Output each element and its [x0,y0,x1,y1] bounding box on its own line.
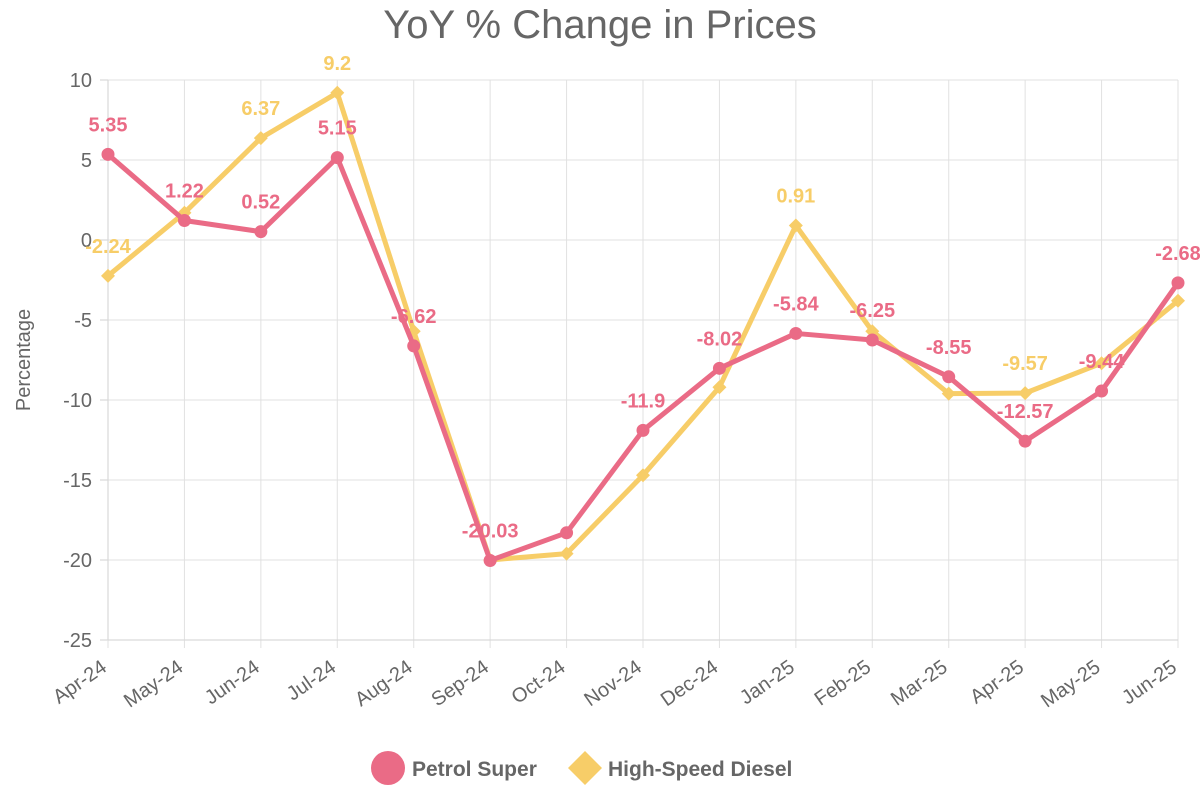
series-high-speed-diesel [101,85,1185,567]
data-point-high-speed-diesel [253,131,268,146]
y-tick-label: 5 [81,150,92,172]
data-point-high-speed-diesel [788,218,803,233]
data-label-petrol-super: -8.55 [926,337,972,359]
y-axis-title: Percentage [13,309,35,411]
legend-label-petrol-super: Petrol Super [412,758,537,781]
y-tick-label: 10 [70,70,92,92]
data-label-petrol-super: -11.9 [621,390,665,412]
x-tick-label: Jul-24 [283,656,340,705]
x-tick-label: Apr-24 [49,656,111,708]
y-tick-labels: -25 -20 -15 -10 -5 0 5 10 [63,70,92,652]
data-label-petrol-super: 5.15 [318,118,357,140]
data-label-petrol-super: -20.03 [462,520,519,542]
legend-label-high-speed-diesel: High-Speed Diesel [608,758,792,781]
x-tick-label: Jun-25 [1118,656,1181,709]
data-label-petrol-super: -9.44 [1079,351,1125,373]
x-tick-label: Mar-25 [887,656,952,710]
data-label-petrol-super: -8.02 [697,328,743,350]
data-point-petrol-super [1095,384,1109,398]
x-tick-label: May-25 [1037,656,1104,712]
x-tick-label: Aug-24 [351,656,416,711]
data-point-high-speed-diesel [101,268,115,283]
data-point-petrol-super [712,361,726,375]
data-point-petrol-super [483,553,497,567]
y-tick-label: 0 [81,230,92,252]
legend-marker-high-speed-diesel [568,751,602,785]
data-label-petrol-super: -12.57 [997,401,1054,423]
legend: Petrol Super High-Speed Diesel [371,751,792,785]
data-point-high-speed-diesel [1018,386,1033,401]
data-point-high-speed-diesel [559,546,574,561]
x-tick-label: Dec-24 [657,656,722,711]
data-point-petrol-super [942,370,956,384]
x-tick-label: Sep-24 [428,656,493,711]
legend-item-petrol-super[interactable]: Petrol Super [371,751,537,785]
data-labels: -2.24 6.37 9.2 0.91 -9.57 5.35 1.22 0.52 5.15 -6.… [85,53,1200,543]
data-point-petrol-super [560,526,574,540]
data-label-high-speed-diesel: 0.91 [776,185,815,207]
legend-marker-petrol-super [371,751,405,785]
x-tick-label: Jan-25 [736,656,799,709]
data-point-petrol-super [177,213,191,227]
legend-item-high-speed-diesel[interactable]: High-Speed Diesel [568,751,792,785]
y-tick-label: -10 [63,390,92,412]
data-point-petrol-super [865,333,879,347]
y-tick-label: -15 [63,470,92,492]
y-tick-label: -25 [63,630,92,652]
x-tick-label: Jun-24 [201,656,264,709]
data-point-petrol-super [101,147,115,161]
data-point-petrol-super [636,423,650,437]
y-tick-label: -5 [74,310,92,332]
data-point-petrol-super [1018,434,1032,448]
data-point-high-speed-diesel [330,85,345,100]
data-label-petrol-super: 1.22 [165,180,204,202]
data-point-petrol-super [407,339,421,353]
data-label-petrol-super: -2.68 [1155,243,1200,265]
x-tick-label: Oct-24 [508,656,570,708]
data-point-high-speed-diesel [941,386,956,401]
data-point-high-speed-diesel [636,468,650,483]
chart-title: YoY % Change in Prices [383,3,817,47]
data-point-high-speed-diesel [712,380,727,395]
series-petrol-super [101,147,1185,567]
data-point-high-speed-diesel [1171,293,1185,308]
data-label-petrol-super: -5.84 [773,293,819,315]
data-label-petrol-super: 5.35 [89,114,128,136]
y-tick-label: -20 [63,550,92,572]
x-tick-labels: Apr-24 May-24 Jun-24 Jul-24 Aug-24 Sep-24 Oct-… [49,656,1181,712]
data-point-petrol-super [1171,276,1185,290]
series-layer [101,85,1185,567]
data-point-high-speed-diesel [1094,356,1109,371]
data-label-high-speed-diesel: -2.24 [85,236,131,258]
data-label-high-speed-diesel: 6.37 [241,98,280,120]
x-tick-label: Feb-25 [811,656,876,710]
data-label-petrol-super: -6.25 [849,300,895,322]
data-point-petrol-super [254,225,268,239]
data-label-high-speed-diesel: 9.2 [323,53,351,75]
data-label-high-speed-diesel: -9.57 [1002,353,1048,375]
x-tick-label: Apr-25 [966,656,1028,708]
data-label-petrol-super: -6.62 [391,306,437,328]
data-point-petrol-super [789,326,803,340]
x-tick-label: May-24 [120,656,187,712]
data-point-petrol-super [330,151,344,165]
x-tick-label: Nov-24 [580,656,645,711]
data-label-petrol-super: 0.52 [241,192,280,214]
